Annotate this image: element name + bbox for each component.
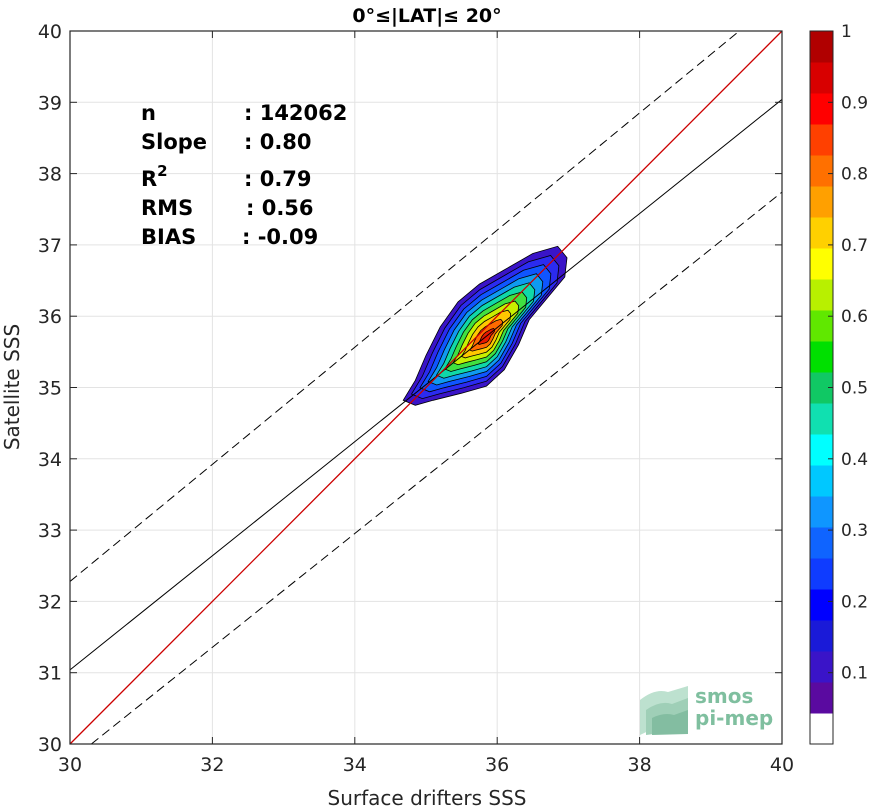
colorbar-segment xyxy=(810,372,833,404)
colorbar-tick-label: 0.3 xyxy=(841,521,868,541)
colorbar-segment xyxy=(810,465,833,497)
axes-frame xyxy=(69,30,783,745)
colorbar-tick-label: 0.4 xyxy=(841,450,868,470)
colorbar-segment xyxy=(810,93,833,125)
colorbar-segment xyxy=(810,496,833,528)
colorbar-segment xyxy=(810,279,833,311)
x-tick-label: 38 xyxy=(628,754,652,776)
stat-r2-value: : 0.79 xyxy=(244,167,312,191)
colorbar-segment xyxy=(810,620,833,652)
colorbar-segment xyxy=(810,31,833,63)
stat-n-value: : 142062 xyxy=(244,101,347,125)
colorbar-tick-label: 1 xyxy=(841,22,852,42)
y-tick-label: 32 xyxy=(38,591,62,613)
colorbar-tick-label: 0.2 xyxy=(841,592,868,612)
y-tick-label: 31 xyxy=(38,663,62,685)
regression-lines xyxy=(69,30,783,745)
logo-text-smos: smos xyxy=(695,684,753,708)
colorbar-segment xyxy=(810,248,833,280)
colorbar-segment xyxy=(810,434,833,466)
colorbar-ticks: 0.1 0.2 0.3 0.4 0.5 0.6 0.7 0.8 0.9 1 xyxy=(828,22,868,684)
stat-rms-value: : 0.56 xyxy=(246,196,314,220)
colorbar-tick-label: 0.5 xyxy=(841,379,868,399)
colorbar-segment xyxy=(810,651,833,683)
confidence-line xyxy=(69,30,740,582)
colorbar-segment xyxy=(810,124,833,156)
logo-text-pimep: pi-mep xyxy=(695,706,773,730)
y-tick-label: 38 xyxy=(38,164,62,186)
y-tick-label: 34 xyxy=(38,449,62,471)
colorbar-segment xyxy=(810,558,833,590)
x-tick-label: 36 xyxy=(485,754,509,776)
y-tick-label: 33 xyxy=(38,520,62,542)
x-tick-label: 30 xyxy=(58,754,82,776)
chart-title: 0°≤|LAT|≤ 20° xyxy=(352,5,501,27)
x-axis-label: Surface drifters SSS xyxy=(328,786,527,808)
stat-r2-sup: 2 xyxy=(157,162,167,180)
confidence-line xyxy=(91,191,783,745)
y-tick-label: 35 xyxy=(38,378,62,400)
colorbar-segment xyxy=(810,186,833,218)
colorbar-segment xyxy=(810,155,833,187)
colorbar-segment xyxy=(810,527,833,559)
colorbar-tick-label: 0.1 xyxy=(841,664,868,684)
colorbar-tick-label: 0.8 xyxy=(841,165,868,185)
y-tick-label: 40 xyxy=(38,21,62,43)
y-tick-label: 36 xyxy=(38,306,62,328)
y-axis-label: Satellite SSS xyxy=(0,324,24,450)
stat-bias-value: : -0.09 xyxy=(242,225,318,249)
colorbar-segment xyxy=(810,713,833,745)
logo-wave-icon xyxy=(640,686,688,735)
colorbar-segment xyxy=(810,403,833,435)
colorbar-segment xyxy=(810,341,833,373)
colorbar-tick-label: 0.7 xyxy=(841,236,868,256)
stat-rms-label: RMS xyxy=(141,196,193,220)
tick-labels: 30 32 34 36 38 40 30 31 32 33 34 35 36 37 38 39 40 xyxy=(38,21,794,776)
x-tick-label: 32 xyxy=(200,754,224,776)
stats-block: n : 142062 Slope : 0.80 R2 : 0.79 RMS : … xyxy=(141,101,347,249)
colorbar xyxy=(809,30,834,745)
fit-line xyxy=(69,99,783,671)
stat-slope-value: : 0.80 xyxy=(244,130,312,154)
x-tick-label: 40 xyxy=(770,754,794,776)
colorbar-segment xyxy=(810,217,833,249)
y-tick-label: 30 xyxy=(38,734,62,756)
colorbar-tick-label: 0.6 xyxy=(841,307,868,327)
smos-logo: smos pi-mep xyxy=(640,684,773,735)
colorbar-segment xyxy=(810,589,833,621)
stat-r2-label: R2 xyxy=(141,162,168,191)
x-tick-label: 34 xyxy=(343,754,367,776)
colorbar-tick-label: 0.9 xyxy=(841,93,868,113)
stat-slope-label: Slope xyxy=(141,130,207,154)
colorbar-segment xyxy=(810,682,833,714)
stat-r2-base: R xyxy=(141,167,157,191)
colorbar-segment xyxy=(810,62,833,94)
y-tick-label: 39 xyxy=(38,92,62,114)
stat-bias-label: BIAS xyxy=(141,225,196,249)
colorbar-segment xyxy=(810,310,833,342)
stat-n-label: n xyxy=(141,101,156,125)
identity-line xyxy=(69,30,783,745)
y-tick-label: 37 xyxy=(38,235,62,257)
